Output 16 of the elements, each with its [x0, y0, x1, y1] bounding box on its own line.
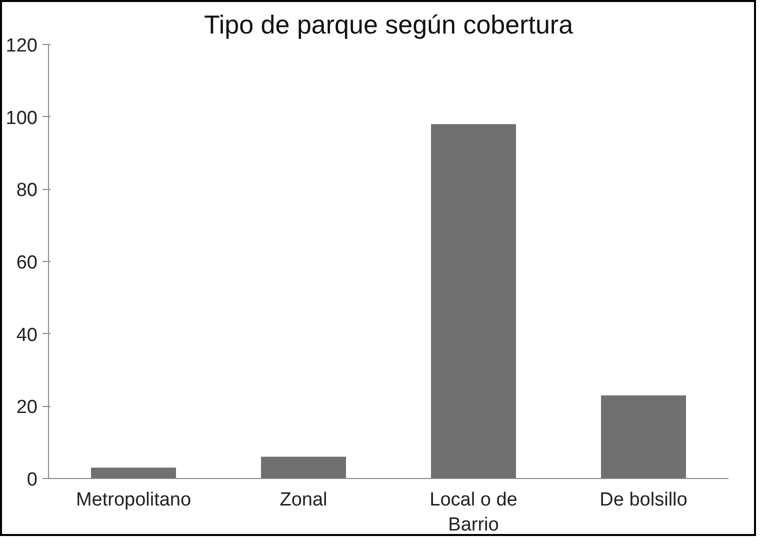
- bar: [601, 395, 686, 478]
- chart-title: Tipo de parque según cobertura: [204, 10, 574, 40]
- y-tick-label: 20: [16, 397, 38, 418]
- bar: [261, 456, 346, 478]
- x-tick-label: Metropolitano: [76, 490, 192, 510]
- x-tick-label: De bolsillo: [600, 490, 688, 510]
- x-tick-label: Zonal: [280, 490, 328, 510]
- y-tick-label: 40: [16, 324, 38, 346]
- bar: [91, 468, 176, 478]
- y-tick-label: 80: [16, 180, 38, 202]
- y-tick-label: 0: [26, 470, 38, 490]
- x-tick-label: Local o de Barrio: [430, 490, 518, 536]
- y-tick-label: 100: [6, 108, 38, 129]
- y-tick-label: 60: [16, 252, 38, 274]
- bar: [431, 124, 516, 478]
- y-tick-label: 120: [6, 36, 38, 56]
